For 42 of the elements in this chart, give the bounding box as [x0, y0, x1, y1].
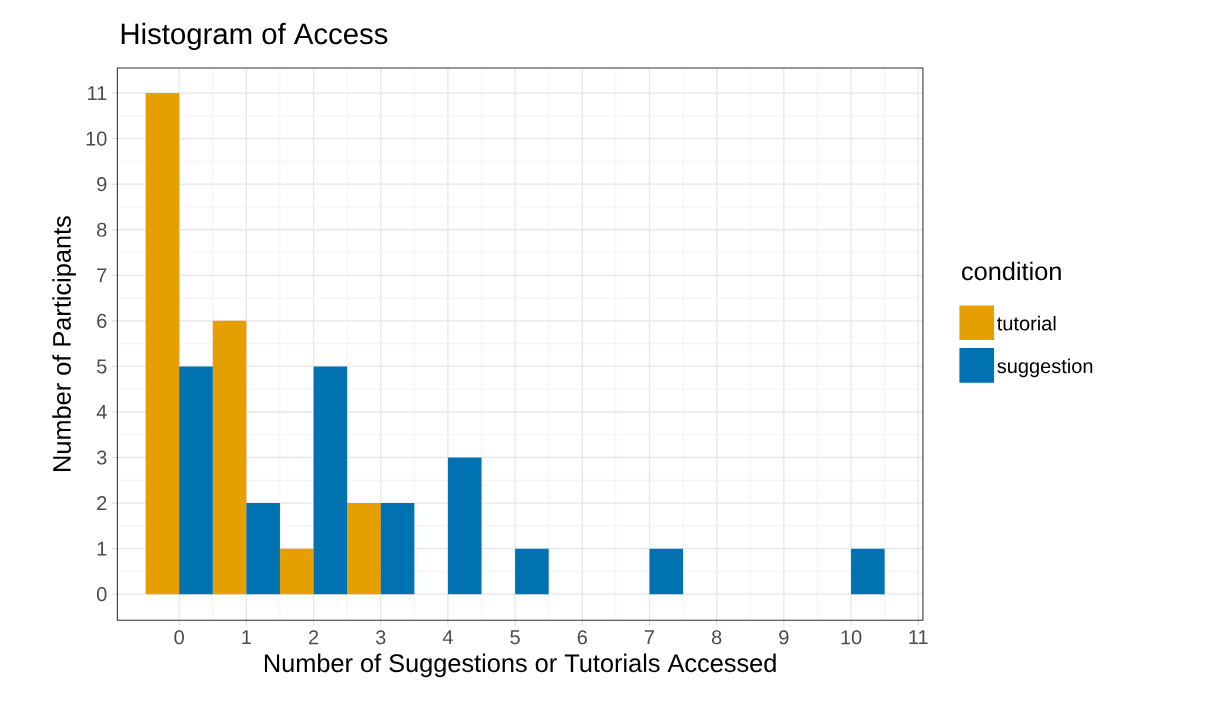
- y-tick-label: 2: [97, 496, 107, 511]
- y-tick-label: 8: [97, 222, 107, 237]
- x-tick-label: 9: [779, 630, 789, 645]
- y-tick-label: 0: [96, 587, 107, 602]
- y-tick-label: 10: [86, 131, 107, 146]
- bar: [246, 503, 280, 595]
- y-tick-label: 6: [97, 313, 107, 328]
- bar: [380, 503, 415, 595]
- y-axis-title: Number of Participants: [52, 216, 76, 471]
- bar: [447, 457, 482, 595]
- bar: [212, 320, 247, 595]
- bar: [649, 548, 684, 595]
- x-tick-label: 4: [442, 630, 453, 645]
- x-tick-label: 8: [711, 630, 722, 645]
- bar: [851, 548, 885, 595]
- y-tick-label: 7: [97, 268, 107, 283]
- bar: [279, 548, 314, 595]
- x-tick-label: 5: [510, 630, 520, 645]
- bar: [347, 503, 381, 595]
- legend-label: suggestion: [997, 358, 1093, 378]
- legend-label: tutorial: [997, 315, 1056, 331]
- chart-title: Histogram of Access: [121, 22, 388, 51]
- bar: [313, 366, 348, 595]
- x-tick-label: 11: [909, 630, 928, 645]
- y-tick-label: 9: [97, 177, 107, 192]
- y-tick-label: 3: [96, 450, 107, 465]
- bar: [179, 366, 213, 595]
- x-tick-label: 7: [644, 630, 655, 645]
- x-tick-label: 3: [375, 630, 386, 645]
- legend-title: condition: [962, 261, 1061, 281]
- x-tick-label: 2: [308, 630, 319, 645]
- x-axis-title: Number of Suggestions or Tutorials Accessed: [264, 653, 776, 678]
- bar: [145, 93, 180, 595]
- y-tick-label: 4: [96, 405, 107, 419]
- x-tick-label: 10: [841, 630, 862, 645]
- y-tick-label: 11: [88, 86, 107, 101]
- x-tick-label: 6: [577, 630, 587, 645]
- y-tick-label: 5: [96, 359, 107, 374]
- x-tick-label: 0: [174, 630, 184, 645]
- bar: [515, 548, 549, 595]
- y-tick-label: 1: [97, 541, 107, 556]
- x-tick-label: 1: [242, 630, 251, 645]
